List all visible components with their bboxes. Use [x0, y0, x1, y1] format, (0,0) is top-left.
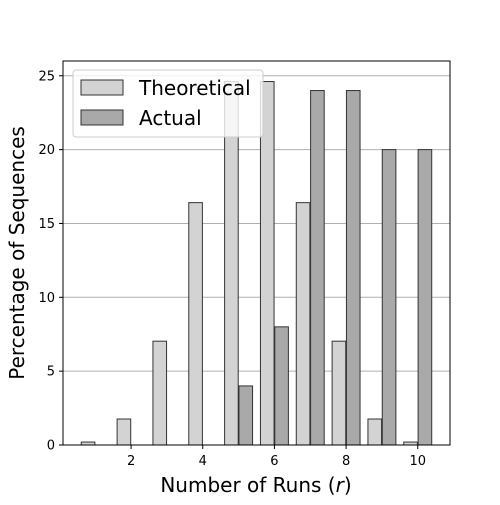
- y-tick-label: 5: [47, 365, 55, 380]
- x-tick-label: 10: [409, 454, 426, 469]
- bar-actual-10: [417, 149, 433, 446]
- y-tick-label: 0: [47, 439, 55, 454]
- legend: Theoretical Actual: [72, 69, 264, 138]
- x-tick-label: 2: [127, 454, 135, 469]
- y-tick-label: 20: [38, 143, 55, 158]
- legend-label-theoretical: Theoretical: [138, 76, 251, 100]
- plot-frame: [62, 60, 451, 446]
- bar-theoretical-9: [367, 418, 383, 446]
- x-axis-label: Number of Runs (r): [160, 473, 351, 497]
- bar-theoretical-4: [188, 202, 203, 446]
- x-tick-label: 4: [199, 454, 207, 469]
- bar-actual-7: [310, 90, 325, 446]
- bar-theoretical-3: [152, 340, 168, 446]
- bar-theoretical-8: [331, 340, 347, 446]
- x-axis: 2 4 6 8 10: [127, 445, 426, 469]
- bar-actual-9: [381, 149, 397, 446]
- bar-theoretical-2: [116, 418, 132, 446]
- x-tick-label: 8: [342, 454, 350, 469]
- y-axis: 0 5 10 15 20 25: [38, 69, 63, 454]
- y-tick-label: 25: [38, 69, 55, 84]
- bar-actual-5: [238, 385, 254, 446]
- y-tick-label: 10: [38, 291, 55, 306]
- y-tick-label: 15: [38, 217, 55, 232]
- bar-actual-6: [274, 326, 289, 446]
- legend-swatch-actual: [80, 109, 124, 126]
- bar-actual-8: [345, 90, 361, 446]
- y-axis-label: Percentage of Sequences: [5, 126, 29, 380]
- legend-label-actual: Actual: [139, 106, 202, 130]
- x-axis-label-close: ): [344, 473, 352, 497]
- bar-theoretical-7: [295, 202, 311, 446]
- x-axis-label-variable: r: [336, 473, 346, 497]
- x-axis-label-text: Number of Runs (: [160, 473, 335, 497]
- x-tick-label: 6: [270, 454, 278, 469]
- legend-swatch-theoretical: [80, 79, 124, 96]
